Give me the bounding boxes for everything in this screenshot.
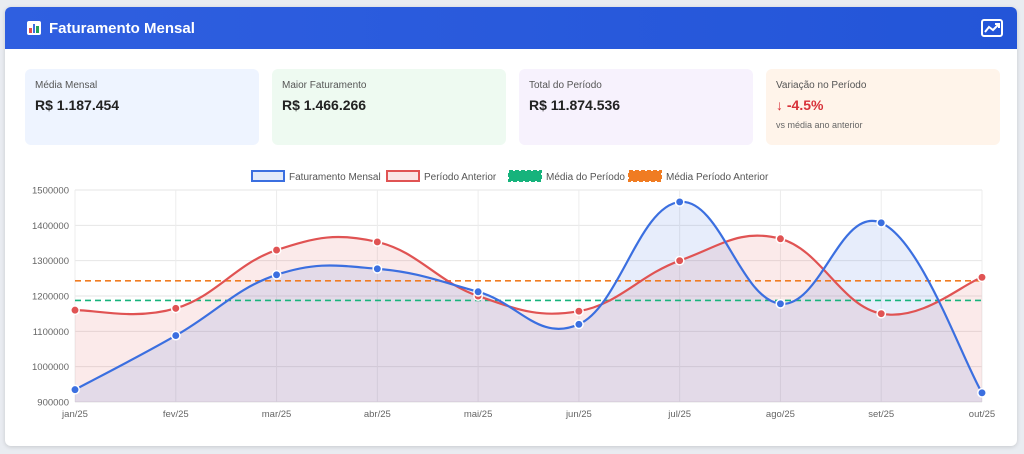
x-tick-label: ago/25: [766, 409, 795, 420]
stats-row: Média Mensal R$ 1.187.454 Maior Faturame…: [25, 69, 1000, 145]
bar-chart-icon: [27, 21, 41, 35]
stat-average: Média Mensal R$ 1.187.454: [25, 69, 259, 145]
x-tick-label: jul/25: [667, 409, 691, 420]
x-tick-label: mar/25: [262, 409, 292, 420]
card-header: Faturamento Mensal: [5, 7, 1017, 49]
legend-label: Média do Período: [546, 172, 625, 183]
data-point: [876, 217, 887, 228]
revenue-line-chart: 900000 1000000 1100000 1200000 1300000 140000…: [32, 170, 995, 420]
y-tick-label: 1200000: [32, 292, 69, 303]
x-tick-label: set/25: [868, 409, 894, 420]
legend-swatch: [386, 170, 420, 182]
stat-value: R$ 1.466.266: [282, 97, 367, 113]
trending-up-icon[interactable]: [981, 19, 1003, 37]
stat-value: R$ 11.874.536: [529, 97, 621, 113]
stat-max: Maior Faturamento R$ 1.466.266: [272, 69, 506, 145]
stat-label: Variação no Período: [776, 80, 867, 91]
stat-label: Maior Faturamento: [282, 80, 367, 91]
arrow-down-icon: ↓: [776, 97, 783, 113]
legend-label: Média Período Anterior: [666, 172, 769, 183]
stat-total: Total do Período R$ 11.874.536: [519, 69, 753, 145]
data-point: [170, 303, 181, 314]
data-point: [573, 319, 584, 330]
data-point: [372, 236, 383, 247]
series-line-1: [74, 234, 983, 316]
legend-swatch: [508, 170, 542, 182]
y-tick-label: 1000000: [32, 362, 69, 373]
data-point: [70, 305, 80, 316]
x-tick-label: jan/25: [61, 409, 88, 420]
data-point: [674, 196, 685, 207]
x-tick-label: mai/25: [464, 409, 493, 420]
x-tick-label: fev/25: [163, 409, 189, 420]
x-tick-label: abr/25: [364, 409, 391, 420]
stat-value: R$ 1.187.454: [35, 97, 120, 113]
data-point: [674, 255, 685, 266]
y-tick-label: 1300000: [32, 256, 69, 267]
series-area-0: [75, 201, 982, 402]
stat-value: ↓ -4.5%: [776, 97, 990, 113]
data-point: [876, 308, 887, 319]
y-tick-label: 900000: [37, 398, 69, 409]
data-point: [372, 263, 383, 274]
x-tick-label: out/25: [969, 409, 995, 420]
legend-swatch: [251, 170, 285, 182]
stat-subtext: vs média ano anterior: [776, 120, 863, 130]
data-point: [271, 245, 282, 256]
variation-value: -4.5%: [786, 97, 824, 113]
y-tick-label: 1400000: [32, 221, 69, 232]
data-point: [70, 384, 80, 395]
page-title: Faturamento Mensal: [49, 19, 195, 37]
y-tick-label: 1100000: [33, 327, 69, 338]
data-point: [473, 286, 484, 297]
data-point: [170, 330, 181, 341]
data-point: [775, 233, 786, 244]
legend-label: Período Anterior: [424, 172, 497, 183]
legend-label: Faturamento Mensal: [289, 172, 381, 183]
x-tick-label: jun/25: [565, 409, 592, 420]
legend-swatch: [628, 170, 662, 182]
y-tick-label: 1500000: [32, 186, 69, 197]
data-point: [977, 387, 987, 398]
data-point: [573, 306, 584, 317]
data-point: [271, 269, 282, 280]
revenue-card: Faturamento Mensal Média Mensal R$ 1.187…: [5, 7, 1017, 446]
stat-label: Total do Período: [529, 80, 602, 91]
stat-label: Média Mensal: [35, 80, 98, 91]
stat-variation: Variação no Período ↓ -4.5% vs média ano…: [766, 69, 1000, 145]
data-point: [977, 272, 987, 283]
data-point: [775, 298, 786, 309]
